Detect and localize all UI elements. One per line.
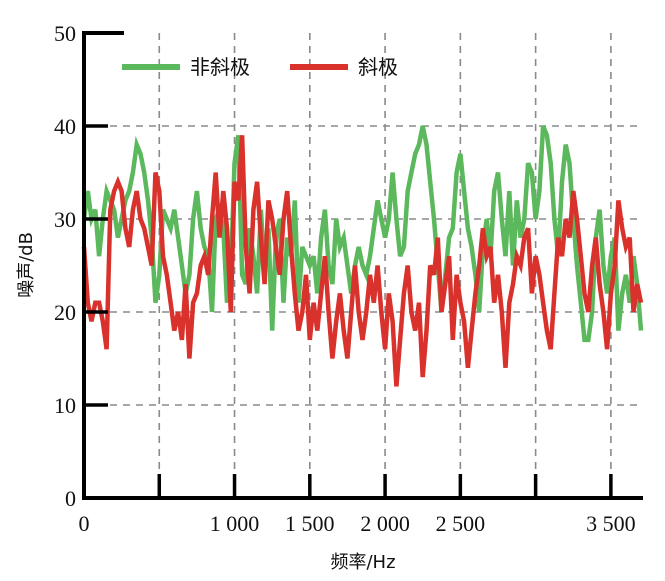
tick-labels: 0 10 20 30 40 50 0 1 000 1 500 2 000 2 500 3 500: [54, 21, 636, 536]
x-tick-label: 2 000: [360, 511, 410, 536]
axes: [82, 31, 643, 500]
legend-label-series-1: 非斜极: [190, 55, 250, 79]
y-axis-title: 噪声/dB: [16, 232, 37, 298]
x-tick-label: 3 500: [586, 511, 636, 536]
x-tick-label: 1 500: [285, 511, 335, 536]
y-tick-label: 20: [54, 300, 76, 325]
y-tick-label: 10: [54, 393, 76, 418]
x-tick-label: 1 000: [210, 511, 260, 536]
series-layer: [81, 125, 644, 387]
legend-label-series-2: 斜极: [358, 55, 398, 79]
x-tick-label: 2 500: [436, 511, 486, 536]
series-line-2: [81, 135, 644, 387]
y-tick-label: 30: [54, 207, 76, 232]
x-tick-label: 0: [79, 511, 90, 536]
y-tick-label: 40: [54, 114, 76, 139]
x-axis-title: 频率/Hz: [330, 552, 395, 573]
legend: 非斜极 斜极: [122, 55, 398, 79]
y-tick-label: 0: [65, 486, 76, 511]
series-line-1: [81, 125, 644, 343]
y-tick-label: 50: [54, 21, 76, 46]
